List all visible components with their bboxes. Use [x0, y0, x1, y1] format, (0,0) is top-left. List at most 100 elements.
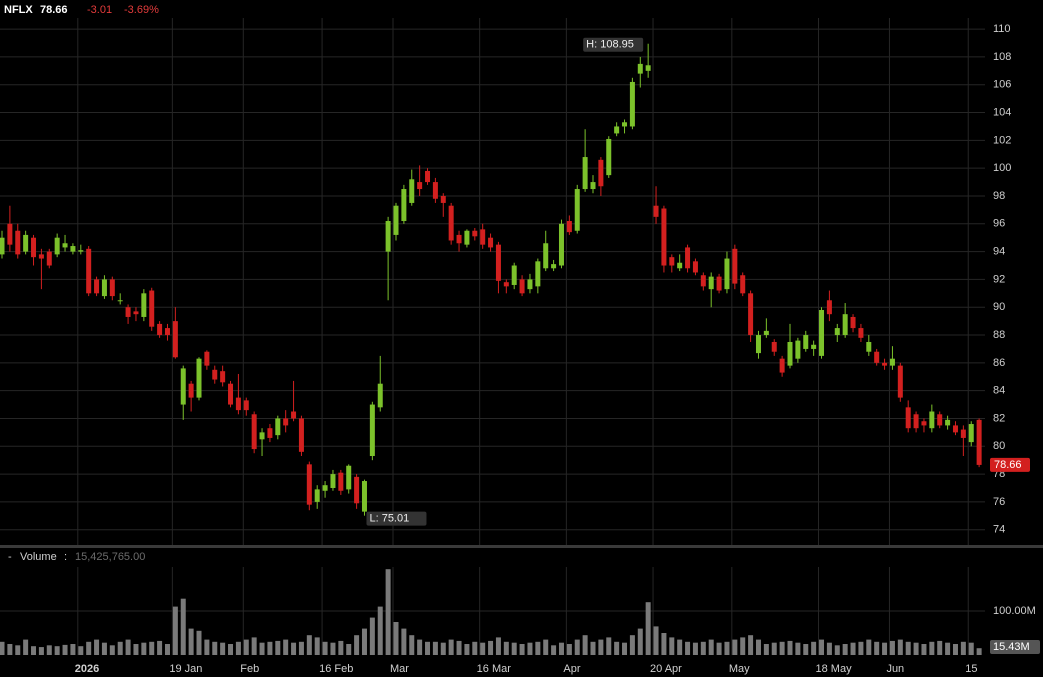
- candle-body: [787, 341, 793, 366]
- volume-bar: [330, 642, 336, 655]
- candle-body: [291, 411, 297, 419]
- volume-bar: [716, 642, 722, 655]
- x-tick-label: 18 May: [816, 663, 853, 675]
- candle-body: [574, 189, 580, 231]
- candle-body: [527, 279, 533, 290]
- candle-body: [763, 330, 769, 336]
- volume-bar: [755, 639, 761, 655]
- candle-body: [874, 351, 880, 363]
- candle-body: [385, 221, 391, 252]
- candle-body: [7, 223, 13, 245]
- volume-bar: [976, 648, 982, 655]
- candle-body: [503, 282, 509, 287]
- x-tick-label: 15: [965, 663, 977, 675]
- volume-bar: [23, 639, 29, 655]
- volume-bar: [157, 640, 163, 655]
- volume-bar: [448, 639, 454, 655]
- candle-body: [637, 63, 643, 74]
- candle-body: [283, 418, 289, 426]
- volume-bar: [945, 642, 951, 655]
- y-tick-label: 108: [993, 51, 1011, 63]
- candle-body: [306, 464, 312, 505]
- price: 78.66: [40, 4, 68, 16]
- candle-body: [86, 248, 92, 294]
- candle-body: [251, 414, 257, 450]
- candle-body: [976, 419, 982, 465]
- candle-body: [692, 261, 698, 273]
- volume-bar: [94, 639, 100, 655]
- volume-bar: [78, 646, 84, 655]
- volume-bar: [488, 640, 494, 655]
- volume-bar: [692, 642, 698, 655]
- candle-body: [677, 262, 683, 269]
- change-pct: -3.69%: [124, 4, 159, 16]
- volume-bar: [456, 640, 462, 655]
- volume-bar: [425, 641, 431, 655]
- volume-bar: [574, 639, 580, 655]
- volume-bar: [86, 641, 92, 655]
- volume-bar: [409, 635, 415, 655]
- candle-body: [31, 237, 37, 258]
- candle-body: [811, 344, 817, 349]
- volume-bar: [503, 641, 509, 655]
- candle-body: [945, 419, 951, 426]
- volume-bar: [795, 642, 801, 655]
- volume-bar: [543, 639, 549, 655]
- volume-bar: [204, 639, 210, 655]
- volume-bar: [968, 642, 974, 655]
- volume-bar: [614, 641, 620, 655]
- volume-bar: [212, 641, 218, 655]
- candle-body: [866, 341, 872, 352]
- candle-body: [495, 244, 501, 281]
- candle-body: [842, 314, 848, 336]
- candle-body: [70, 246, 76, 252]
- volume-bar: [62, 644, 68, 655]
- y-tick-label: 100: [993, 162, 1011, 174]
- candle-body: [393, 205, 399, 235]
- volume-bar: [0, 641, 5, 655]
- panel-divider: [0, 545, 1043, 548]
- candle-body: [929, 411, 935, 429]
- candle-body: [826, 300, 832, 315]
- candle-body: [582, 157, 588, 190]
- candle-body: [220, 371, 226, 383]
- candle-body: [551, 264, 557, 269]
- candle-body: [511, 265, 517, 285]
- volume-bar: [606, 637, 612, 655]
- candle-body: [125, 307, 131, 317]
- volume-bar: [653, 626, 659, 655]
- volume-bar: [661, 633, 667, 655]
- candle-body: [117, 300, 123, 302]
- candle-body: [716, 276, 722, 291]
- candle-body: [661, 208, 667, 266]
- candle-body: [361, 481, 367, 512]
- volume-bar: [622, 642, 628, 655]
- candle-body: [606, 138, 612, 176]
- candle-body: [952, 425, 958, 433]
- candle-body: [141, 293, 147, 317]
- volume-bar: [874, 641, 880, 655]
- candle-body: [834, 328, 840, 336]
- volume-bar: [432, 641, 438, 655]
- candle-body: [889, 358, 895, 366]
- y-tick-label: 80: [993, 440, 1005, 452]
- volume-bar: [811, 641, 817, 655]
- volume-bar: [598, 639, 604, 655]
- volume-bar: [385, 569, 391, 655]
- volume-bar: [511, 642, 517, 655]
- volume-bar: [929, 641, 935, 655]
- candle-body: [62, 243, 68, 248]
- volume-bar: [834, 645, 840, 655]
- volume-bar: [645, 602, 651, 655]
- volume-bar: [669, 637, 675, 655]
- volume-bar: [842, 644, 848, 655]
- candle-body: [897, 365, 903, 398]
- volume-bar: [117, 641, 123, 655]
- volume-bar: [897, 639, 903, 655]
- candle-body: [488, 237, 494, 248]
- volume-bar: [558, 642, 564, 655]
- volume-bar: [369, 617, 375, 655]
- candle-body: [15, 230, 21, 255]
- volume-bar: [858, 641, 864, 655]
- x-tick-label: Apr: [563, 663, 580, 675]
